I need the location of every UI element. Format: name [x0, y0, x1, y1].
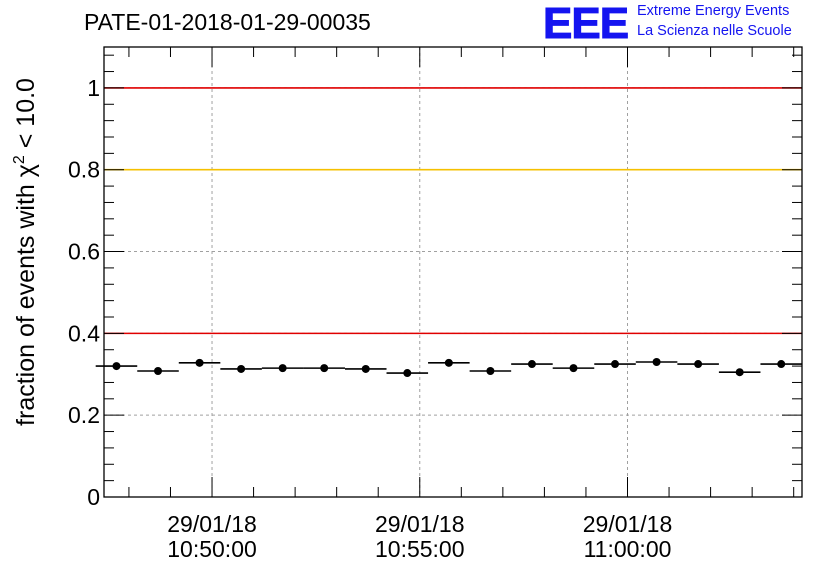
data-point [735, 368, 744, 377]
data-point [569, 364, 578, 373]
x-tick-label-time: 10:50:00 [167, 536, 257, 562]
data-point [278, 364, 287, 373]
x-tick-label-time: 11:00:00 [584, 536, 672, 562]
y-axis-title: fraction of events with χ2 < 10.0 [11, 78, 40, 426]
data-point [777, 360, 786, 369]
data-point [237, 364, 246, 373]
data-point [652, 358, 661, 366]
y-tick-label: 0.4 [68, 320, 100, 346]
brand-line-1: Extreme Energy Events [637, 3, 790, 19]
y-tick-label: 1 [87, 75, 100, 101]
x-tick-label-date: 29/01/18 [583, 511, 673, 537]
data-point [486, 367, 495, 375]
axis-labels: 00.20.40.60.8129/01/1810:50:0029/01/1810… [11, 75, 672, 562]
chart-title: PATE-01-2018-01-29-00035 [84, 9, 371, 35]
data-point [320, 364, 329, 373]
grid-lines [104, 47, 802, 497]
data-point [403, 369, 412, 378]
data-point [694, 360, 703, 369]
y-tick-label: 0.2 [68, 402, 100, 428]
data-point [444, 358, 453, 367]
x-tick-label-date: 29/01/18 [375, 511, 465, 537]
plot-frame [103, 46, 803, 498]
axes [103, 46, 803, 498]
brand-line-2: La Scienza nelle Scuole [637, 23, 792, 39]
y-tick-label: 0.6 [68, 239, 100, 265]
data-point [154, 367, 163, 375]
y-tick-label: 0.8 [68, 157, 100, 183]
x-tick-label-time: 10:55:00 [375, 536, 465, 562]
y-tick-label: 0 [87, 484, 100, 510]
data-point [112, 362, 121, 371]
x-tick-label-date: 29/01/18 [167, 511, 257, 537]
data-points [95, 358, 802, 378]
data-point [527, 360, 536, 369]
data-point [195, 358, 204, 367]
data-point [611, 360, 620, 369]
reference-lines [104, 87, 802, 335]
eee-logo: EEE [542, 0, 629, 48]
data-point [361, 364, 370, 373]
